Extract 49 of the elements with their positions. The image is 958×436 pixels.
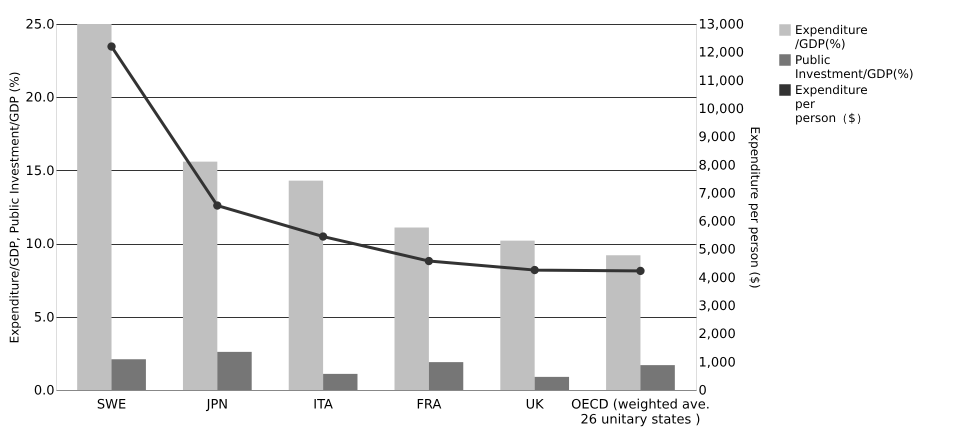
y2-tick-label: 10,000: [698, 102, 744, 117]
y-tick-label: 5.0: [34, 310, 54, 326]
y2-tick-label: 11,000: [698, 74, 744, 89]
x-tick-label: SWE: [96, 398, 126, 412]
y-tick-label: 15.0: [26, 164, 54, 179]
bar: [182, 162, 218, 390]
bar: [77, 24, 112, 390]
legend-label: Expenditure /GDP(%): [795, 23, 868, 51]
bar: [112, 359, 146, 390]
y-tick-label: 25.0: [26, 18, 54, 32]
y-tick-label: 0.0: [34, 384, 54, 398]
x-tick-label: FRA: [416, 398, 442, 412]
y2-tick-label: 7,000: [698, 186, 736, 202]
legend-label: Expenditure per person（$）: [795, 83, 868, 125]
x-tick-label: OECD (weighted ave. 26 unitary states ): [571, 398, 710, 428]
y2-tick-label: 5,000: [698, 242, 736, 258]
y2-tick-label: 1,000: [698, 355, 736, 370]
y2-tick-label: 2,000: [698, 327, 736, 342]
bar: [500, 240, 535, 390]
bar: [640, 365, 675, 390]
point: [530, 266, 539, 274]
bar: [394, 227, 429, 390]
bar: [323, 374, 358, 390]
y2-tick-label: 13,000: [698, 18, 744, 32]
y2-tick-label: 12,000: [698, 46, 744, 61]
y2-axis-title: Expenditure per person ($): [748, 126, 762, 289]
y2-tick-label: 3,000: [698, 299, 736, 314]
point: [213, 201, 222, 210]
y2-tick-label: 4,000: [698, 270, 736, 286]
legend-label: Public Investment/GDP(%): [795, 53, 914, 81]
point: [318, 232, 328, 241]
x-tick-label: JPN: [206, 398, 228, 412]
bar: [606, 255, 640, 390]
y2-tick-label: 8,000: [698, 158, 736, 174]
point: [636, 266, 645, 276]
x-tick-label: ITA: [313, 398, 334, 412]
bar: [534, 376, 570, 390]
x-tick-label: UK: [526, 398, 544, 412]
bar: [428, 362, 464, 390]
y2-tick-label: 6,000: [698, 214, 736, 230]
point: [424, 256, 434, 266]
bar: [217, 352, 252, 390]
point: [107, 42, 116, 51]
y2-tick-label: 0: [698, 384, 707, 398]
bar: [288, 180, 324, 390]
y-tick-label: 20.0: [26, 90, 54, 106]
y-tick-label: 10.0: [26, 237, 54, 252]
y2-tick-label: 9,000: [698, 130, 736, 146]
y-axis-title: Expenditure/GDP, Public Investment/GDP (%): [8, 72, 22, 344]
